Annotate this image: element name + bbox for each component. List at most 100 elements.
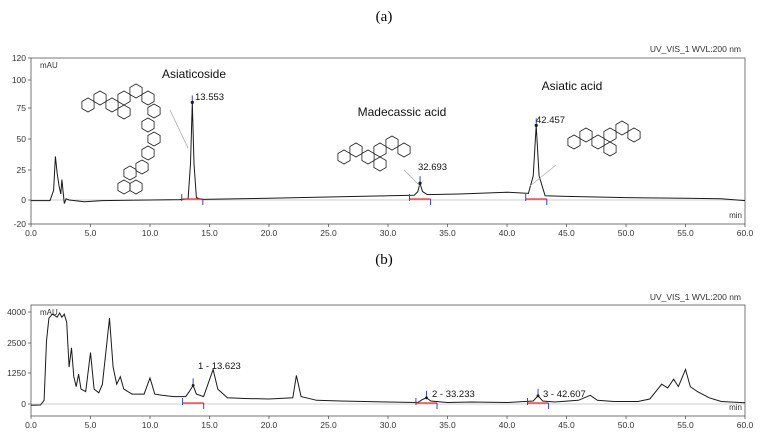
x-tick-label: 40.0 [499,228,516,238]
x-axis-label: min [729,211,742,220]
peak-retention-time: 13.553 [195,92,224,103]
peak-compound-name: Madecassic acid [358,105,447,119]
ring-shape [117,90,131,106]
chromatogram-panel-a: (a) UV_VIS_1 WVL:200 nm -20 0 25 50 75 100 120 0.… [12,9,754,238]
x-tick-label: 45.0 [558,420,575,430]
x-tick-label: 60.0 [737,228,754,238]
plot-frame [30,304,746,417]
ring-shape [591,134,605,150]
x-tick-label: 15.0 [201,420,218,430]
x-tick-label: 25.0 [320,420,337,430]
y-tick-label: 2500 [7,338,26,348]
peak-label: 3 - 42.607 [543,389,586,400]
peak-compound-name: Asiatic acid [542,79,603,93]
ring-shape [123,165,137,181]
ring-shape [397,142,411,158]
plot-frame [30,57,746,225]
x-tick-label: 55.0 [677,420,694,430]
peak-point [425,396,428,400]
x-tick-label: 20.0 [261,228,278,238]
ring-shape [141,117,155,133]
x-tick-label: 10.0 [142,420,159,430]
y-tick-label: 50 [17,134,27,144]
y-tick-label: 75 [17,103,27,113]
ring-shape [373,142,387,158]
y-axis-label: mAU [40,61,58,70]
peak-point [536,394,540,398]
ring-shape [567,134,581,150]
x-tick-label: 60.0 [737,420,754,430]
panel-label: (a) [376,9,393,25]
ring-shape [141,145,155,161]
peak-compound-name: Asiaticoside [162,67,226,81]
ring-shape [603,141,617,157]
ring-shape [361,149,375,165]
x-tick-label: 50.0 [618,228,635,238]
ring-shape [627,127,641,143]
y-tick-label: 4000 [7,307,26,317]
madecassic-acid-structure [337,135,411,172]
peak-point [534,123,538,127]
ring-shape [129,83,143,99]
x-tick-label: 5.0 [85,420,97,430]
x-tick-label: 30.0 [380,228,397,238]
ring-shape [141,90,155,106]
leader-line [529,164,557,187]
ring-shape [147,103,161,119]
ring-shape [93,90,107,106]
leader-line [169,109,189,149]
ring-shape [117,104,131,120]
ring-shape [349,142,363,158]
ring-shape [147,131,161,147]
x-tick-label: 25.0 [320,228,337,238]
ring-shape [337,149,351,165]
x-tick-label: 15.0 [201,228,218,238]
peak-retention-time: 32.693 [418,162,447,173]
ring-shape [615,120,629,136]
peak-point [190,100,194,104]
x-tick-label: 20.0 [261,420,278,430]
ring-shape [373,156,387,172]
leader-line [403,169,421,187]
y-tick-label: 120 [12,53,26,63]
y-tick-label: -20 [14,219,27,229]
y-tick-label: 25 [17,165,27,175]
x-tick-label: 0.0 [25,420,37,430]
y-tick-label: 0 [21,195,26,205]
x-tick-label: 0.0 [25,228,37,238]
asiatic-acid-structure [567,120,641,157]
x-tick-label: 10.0 [142,228,159,238]
asiaticoside-structure [81,83,161,195]
ring-shape [129,179,143,195]
ring-shape [603,127,617,143]
x-tick-label: 55.0 [677,228,694,238]
x-tick-label: 45.0 [558,228,575,238]
chromatogram-panel-b: (b) UV_VIS_1 WVL:200 nm 0 1250 2500 4000 0.0 5.… [7,252,753,430]
ring-shape [105,97,119,113]
peak-point [191,384,195,387]
x-axis-label: min [729,403,742,412]
x-tick-label: 35.0 [439,228,456,238]
x-tick-label: 5.0 [85,228,97,238]
x-tick-label: 40.0 [499,420,516,430]
chromatogram-trace [30,311,746,406]
x-tick-label: 30.0 [380,420,397,430]
ring-shape [135,159,149,175]
ring-shape [81,97,95,113]
peak-retention-time: 42.457 [536,115,565,126]
instrument-label: UV_VIS_1 WVL:200 nm [650,44,741,54]
y-tick-label: 0 [21,399,26,409]
ring-shape [579,127,593,143]
ring-shape [385,135,399,151]
x-tick-label: 35.0 [439,420,456,430]
peak-point [418,181,422,185]
x-tick-label: 50.0 [618,420,635,430]
peak-label: 2 - 33.233 [432,389,475,400]
y-tick-label: 100 [12,75,26,85]
y-tick-label: 1250 [7,368,26,378]
instrument-label: UV_VIS_1 WVL:200 nm [650,292,741,302]
ring-shape [117,179,131,195]
panel-label: (b) [375,252,393,268]
y-axis-label: mAU [40,308,58,317]
